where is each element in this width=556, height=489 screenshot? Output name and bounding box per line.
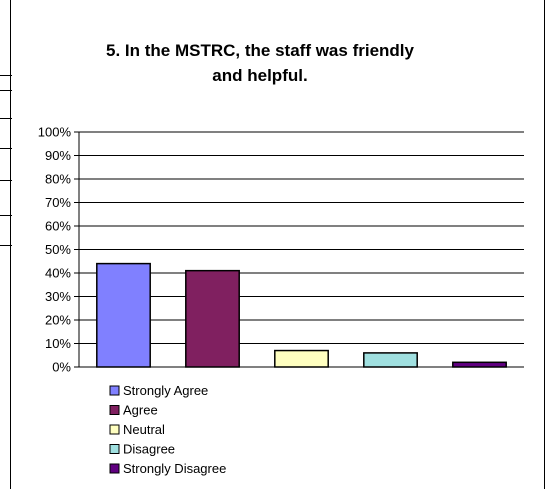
y-tick-label: 60% <box>45 219 71 234</box>
bars <box>96 262 507 368</box>
chart-title-line-2: and helpful. <box>212 66 308 85</box>
y-tick-label: 20% <box>45 313 71 328</box>
bar-agree <box>185 269 240 368</box>
y-axis-ticks: 0% 10% 20% 30% 40% 50% 60% 70% 80% 90% 100% <box>38 125 79 375</box>
chart-title-line-1: 5. In the MSTRC, the staff was friendly <box>106 41 414 60</box>
chart-title: 5. In the MSTRC, the staff was friendly … <box>60 38 460 88</box>
y-tick-label: 90% <box>45 148 71 163</box>
legend-label: Neutral <box>123 422 165 437</box>
legend-label: Strongly Agree <box>123 383 208 398</box>
y-tick-label: 30% <box>45 289 71 304</box>
bar-neutral <box>274 349 329 368</box>
gridlines <box>79 131 524 368</box>
legend-swatch <box>109 463 120 474</box>
legend-swatch <box>109 444 120 454</box>
bar-strongly-disagree <box>452 361 507 368</box>
y-tick-label: 50% <box>45 242 71 257</box>
bar-disagree <box>363 352 418 368</box>
background-rule <box>0 75 12 76</box>
bar-strongly-agree <box>96 262 151 368</box>
y-tick-label: 40% <box>45 266 71 281</box>
legend: Strongly Agree Agree Neutral Disagree Strong… <box>109 383 226 476</box>
y-tick-label: 80% <box>45 172 71 187</box>
legend-swatch <box>109 405 120 415</box>
axes <box>78 132 524 368</box>
y-tick-label: 70% <box>45 195 71 210</box>
y-tick-label: 10% <box>45 336 71 351</box>
y-tick-label: 100% <box>38 125 72 140</box>
background-rule <box>0 180 12 181</box>
background-rule <box>0 118 12 119</box>
legend-swatch <box>109 424 120 435</box>
background-rule <box>0 215 12 216</box>
background-rule <box>0 245 12 246</box>
y-tick-label: 0% <box>52 360 71 375</box>
legend-swatch <box>109 385 120 396</box>
background-rule <box>0 148 12 149</box>
legend-label: Agree <box>123 403 158 418</box>
background-rule <box>0 90 12 91</box>
legend-label: Strongly Disagree <box>123 461 226 476</box>
legend-label: Disagree <box>123 442 175 457</box>
chart-frame <box>10 0 545 489</box>
